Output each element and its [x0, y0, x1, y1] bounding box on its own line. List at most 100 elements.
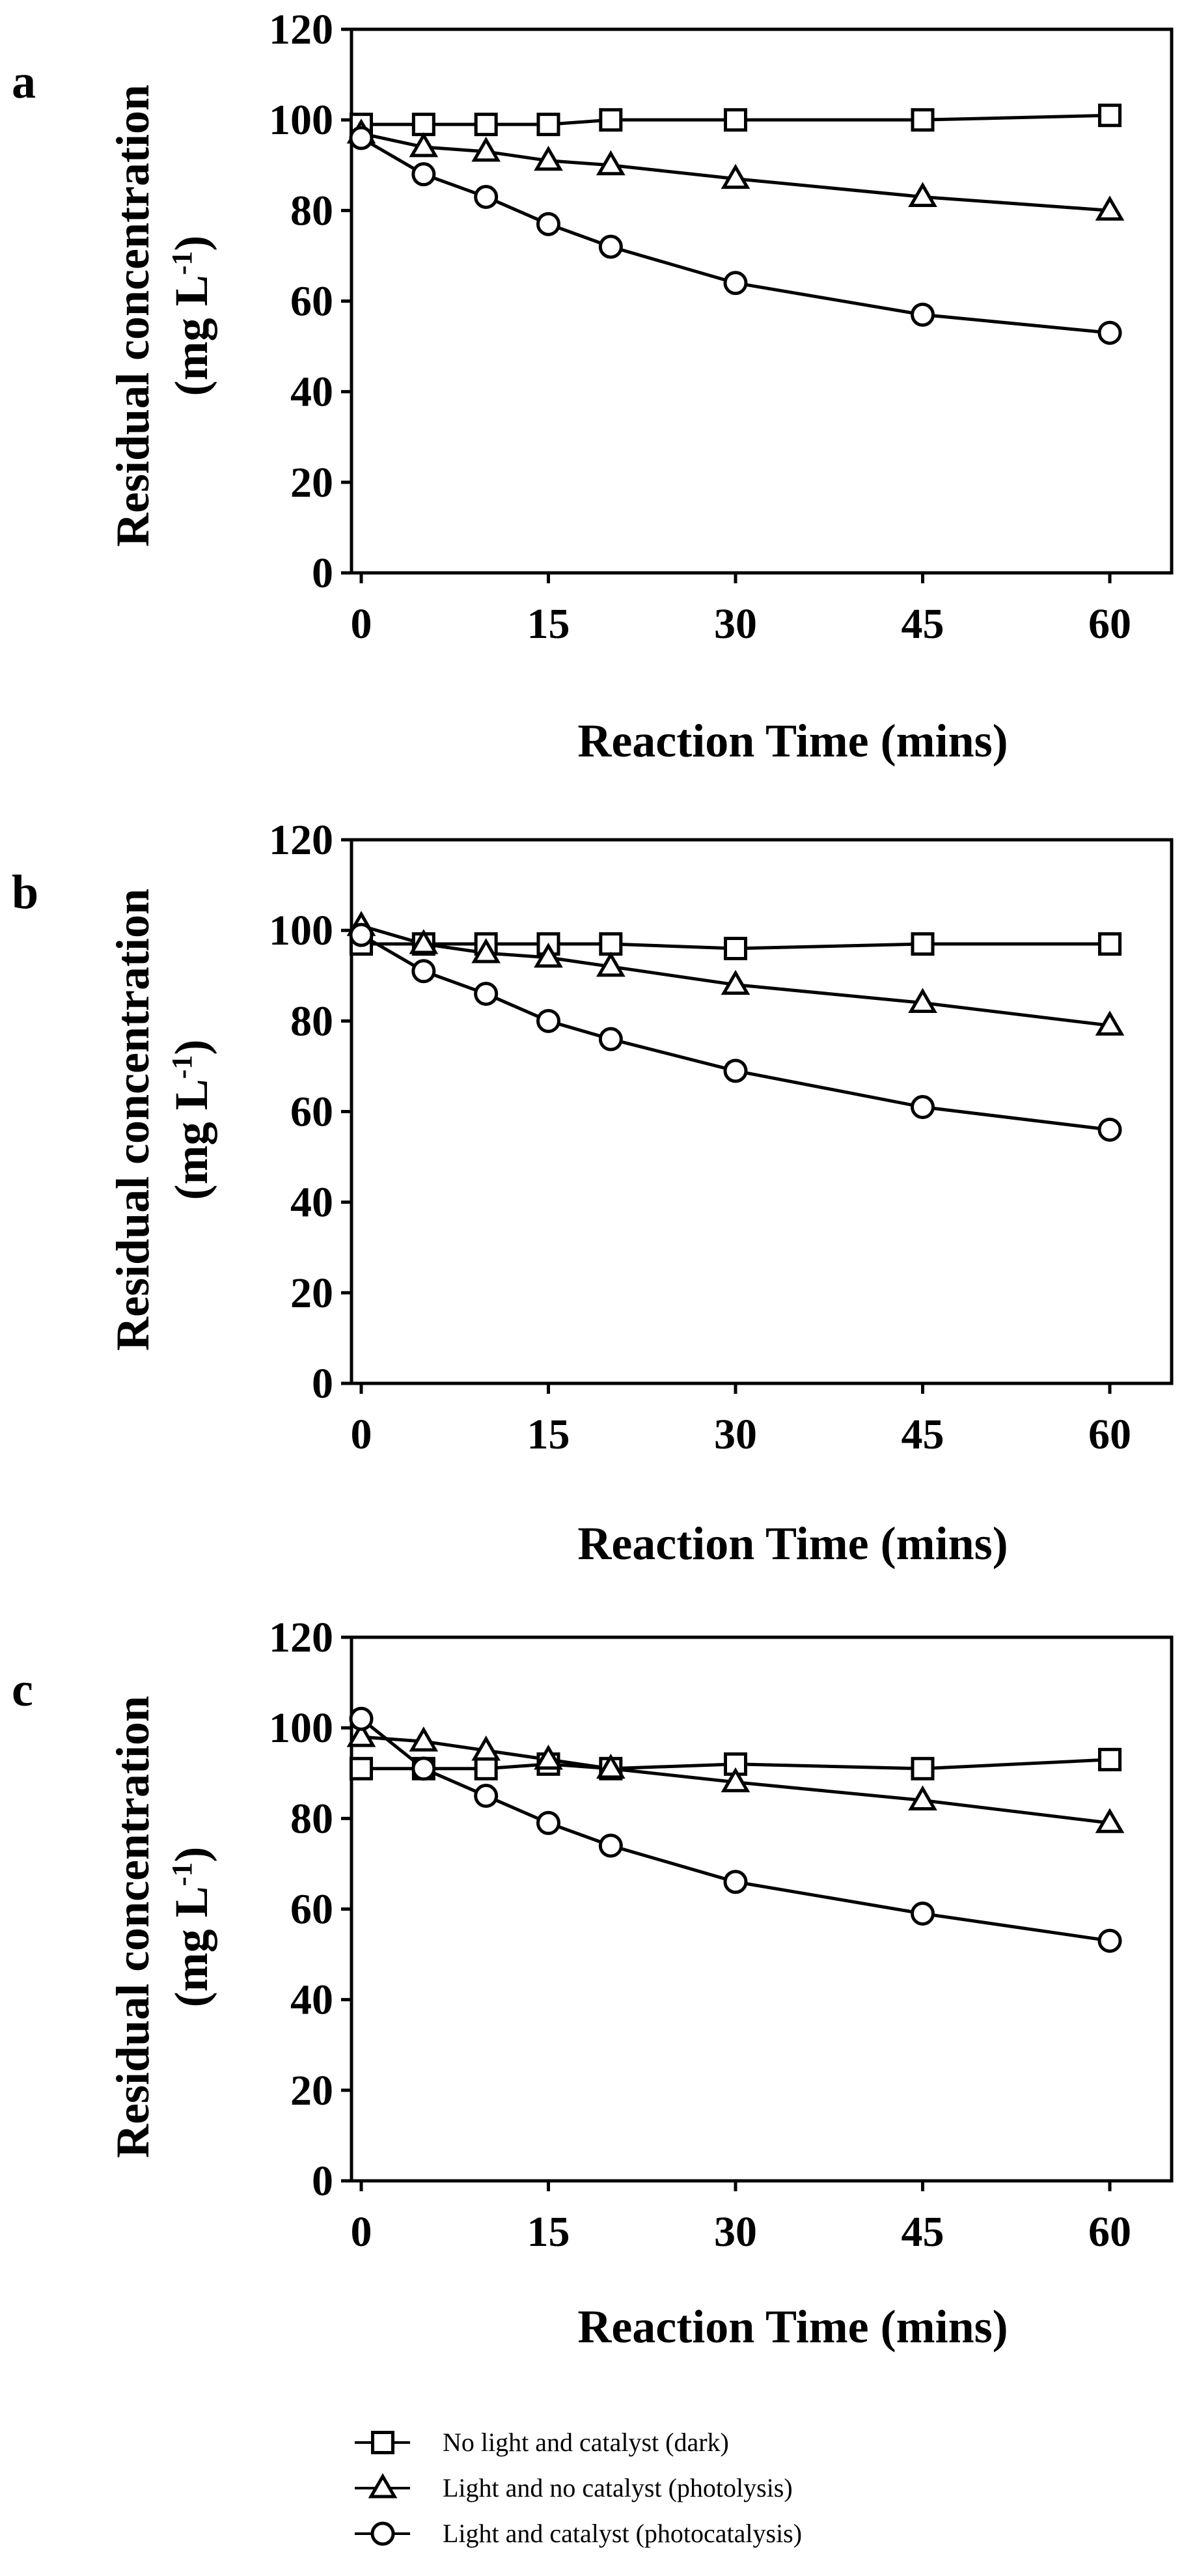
data-point-square: [474, 113, 498, 137]
axes-frame: [350, 1635, 1174, 2183]
y-axis-label-line2: (mg L-1): [165, 1040, 217, 1200]
y-tick-label: 0: [312, 549, 333, 597]
axes-frame: [350, 838, 1174, 1385]
panel-label: c: [12, 1663, 33, 1717]
data-point-triangle: [1095, 195, 1125, 221]
y-tick-label: 80: [290, 1795, 333, 1842]
data-point-circle: [349, 922, 374, 947]
legend-label: Light and no catalyst (photolysis): [443, 2473, 793, 2502]
data-point-triangle: [596, 150, 626, 176]
data-point-circle: [1097, 1928, 1122, 1953]
plot-area: 0 20 40 60 80 100 120 0 15 30 45 60: [269, 1614, 1174, 2256]
data-point-triangle: [596, 1753, 626, 1779]
x-tick-label: 15: [527, 2208, 570, 2256]
data-point-square: [411, 113, 435, 137]
data-point-triangle: [409, 929, 439, 954]
legend-marker-symbol: [368, 2473, 398, 2499]
legend: No light and catalyst (dark) Light and n…: [355, 2428, 802, 2548]
data-point-circle: [536, 1810, 560, 1835]
y-tick-label: 120: [269, 1614, 333, 1661]
x-tick-label: 30: [714, 600, 757, 648]
panel-b: b Residual concentration (mg L-1) Reacti…: [12, 816, 1174, 1570]
axes-frame: [350, 27, 1174, 575]
y-axis-unit-exponent: -1: [166, 1863, 198, 1887]
data-point-circle: [411, 162, 436, 187]
data-point-square: [724, 937, 747, 960]
data-point-circle: [911, 1901, 935, 1926]
data-point-square: [350, 1756, 373, 1780]
data-point-triangle: [409, 132, 439, 158]
data-point-triangle: [596, 951, 626, 977]
legend-marker-symbol: [371, 2431, 394, 2454]
data-point-circle: [723, 1059, 748, 1083]
y-tick-label: 20: [290, 1269, 333, 1317]
x-tick-label: 0: [351, 1411, 372, 1458]
y-tick-label: 60: [290, 1886, 333, 1933]
data-point-circle: [349, 1706, 374, 1731]
y-tick-label: 120: [269, 6, 333, 53]
x-tick-label: 0: [351, 2208, 372, 2256]
y-axis-unit-close: ): [165, 1040, 217, 1055]
x-tick-label: 30: [714, 1411, 757, 1458]
legend-marker-symbol: [370, 2521, 395, 2546]
y-tick-label: 100: [269, 1704, 333, 1752]
y-tick-label: 20: [290, 459, 333, 506]
x-tick-label: 45: [902, 2208, 944, 2256]
x-tick-label: 60: [1088, 2208, 1131, 2256]
x-tick-label: 45: [902, 1411, 944, 1458]
data-point-circle: [723, 1870, 748, 1894]
y-axis-unit: (mg L: [165, 1079, 217, 1200]
y-axis-unit-close: ): [165, 1847, 217, 1863]
data-point-triangle: [721, 969, 750, 995]
y-tick-label: 60: [290, 1088, 333, 1136]
data-point-circle: [598, 1027, 623, 1051]
data-point-circle: [411, 1756, 436, 1781]
series-line-triangle: [361, 132, 1110, 212]
data-point-triangle: [1095, 1010, 1125, 1036]
data-point-triangle: [534, 942, 563, 968]
data-point-triangle: [721, 1767, 750, 1793]
data-point-circle: [474, 184, 499, 209]
legend-triangle-marker: [355, 2473, 410, 2499]
x-axis-label: Reaction Time (mins): [577, 1517, 1008, 1570]
data-point-triangle: [908, 988, 937, 1013]
data-point-triangle: [471, 937, 501, 963]
x-tick-label: 60: [1088, 1411, 1131, 1458]
data-point-circle: [1097, 1117, 1122, 1142]
data-point-triangle: [721, 163, 750, 189]
x-tick-label: 45: [902, 600, 944, 648]
x-tick-label: 0: [351, 600, 372, 648]
legend-label: No light and catalyst (dark): [443, 2428, 729, 2457]
data-point-triangle: [346, 1722, 376, 1747]
data-point-circle: [474, 1784, 499, 1808]
data-point-circle: [911, 302, 935, 327]
y-axis-unit: (mg L: [165, 1886, 217, 2007]
legend-square-marker: [355, 2431, 410, 2454]
data-point-triangle: [908, 182, 937, 207]
data-point-circle: [536, 1008, 560, 1033]
legend-item-dark: No light and catalyst (dark): [355, 2428, 729, 2457]
plot-area: 0 20 40 60 80 100 120 0 15 30 45 60: [269, 816, 1174, 1458]
y-axis-label-line2: (mg L-1): [165, 236, 217, 396]
y-tick-label: 0: [312, 2157, 333, 2205]
y-axis-unit-exponent: -1: [166, 1055, 198, 1079]
data-point-square: [911, 108, 935, 132]
data-point-square: [599, 108, 623, 132]
series-line-circle: [360, 1717, 1110, 1943]
y-tick-label: 100: [269, 96, 333, 144]
x-tick-label: 15: [527, 1411, 570, 1458]
data-point-circle: [911, 1095, 935, 1120]
legend-item-photocatalysis: Light and catalyst (photocatalysis): [355, 2519, 802, 2548]
panel-label: a: [12, 55, 36, 109]
data-point-square: [1098, 104, 1122, 128]
data-point-circle: [598, 234, 623, 259]
y-tick-label: 40: [290, 1976, 333, 2024]
data-point-triangle: [471, 1735, 501, 1761]
panel-c: c Residual concentration (mg L-1) Reacti…: [12, 1614, 1174, 2353]
y-tick-label: 20: [290, 2067, 333, 2114]
y-tick-label: 80: [290, 187, 333, 234]
data-point-square: [599, 932, 623, 956]
data-point-triangle: [534, 1744, 563, 1770]
y-axis-unit-exponent: -1: [166, 251, 198, 275]
